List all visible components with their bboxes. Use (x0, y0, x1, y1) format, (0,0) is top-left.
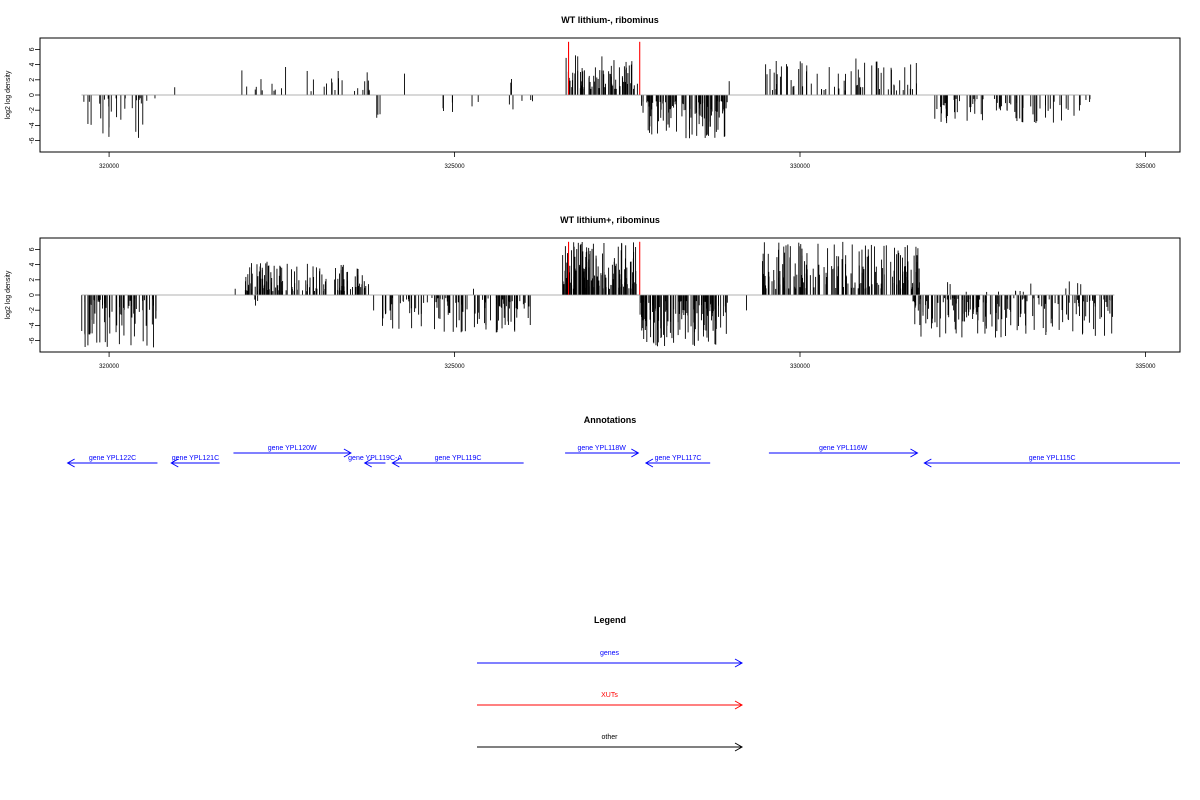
gene-label: gene YPL121C (172, 455, 219, 462)
track-panel-lithium-minus: WT lithium-, ribominus log2 log density … (5, 15, 1181, 170)
y-tick-label: 4 (29, 263, 36, 267)
y-tick-label: 2 (29, 78, 36, 82)
gene-arrow: gene YPL116W (768, 445, 919, 458)
legend-title: Legend (594, 615, 626, 625)
annotations-panel: Annotations gene YPL122C gene YPL121Cgene… (66, 415, 1180, 468)
legend-label: XUTs (601, 692, 618, 699)
y-axis-label: log2 log density (5, 70, 12, 119)
gene-label: gene YPL119C (435, 455, 482, 462)
y-axis: 6 4 2 0 -2 -4 -6 (29, 47, 41, 144)
x-tick-label: 335000 (1135, 164, 1156, 170)
legend-arrow-head (734, 700, 744, 710)
gene-arrow-head (66, 458, 75, 468)
gene-arrow-head (910, 448, 919, 458)
legend-arrow-head (734, 742, 744, 752)
legend-items: genes XUTs other (477, 650, 744, 752)
legend-item: XUTs (477, 692, 744, 710)
panel-title: WT lithium+, ribominus (560, 215, 660, 225)
gene-arrow: gene YPL119C (391, 455, 524, 468)
gene-label: gene YPL115C (1029, 455, 1076, 462)
y-tick-label: -6 (29, 337, 36, 343)
x-tick-label: 325000 (445, 164, 466, 170)
gene-arrow: gene YPL117C (644, 455, 711, 468)
legend-label: genes (600, 650, 620, 657)
panel-title: WT lithium-, ribominus (561, 15, 659, 25)
x-axis: 320000 325000 330000 335000 (99, 351, 1156, 370)
gene-label: gene YPL118W (578, 445, 627, 452)
gene-arrow: gene YPL119C-A (348, 455, 402, 468)
gene-label: gene YPL122C (89, 455, 136, 462)
track-panel-lithium-plus: WT lithium+, ribominus log2 log density … (5, 215, 1181, 370)
gene-arrow: gene YPL115C (923, 455, 1180, 468)
x-axis: 320000 325000 330000 335000 (99, 151, 1156, 170)
gene-arrow-head (363, 458, 372, 468)
y-tick-label: -4 (29, 322, 36, 328)
gene-label: gene YPL117C (655, 455, 702, 462)
x-tick-label: 320000 (99, 364, 120, 370)
gene-arrow-head (391, 458, 400, 468)
x-tick-label: 330000 (790, 364, 811, 370)
legend-item: other (477, 734, 744, 752)
gene-label: gene YPL116W (819, 445, 868, 452)
y-axis: 6 4 2 0 -2 -4 -6 (29, 247, 41, 344)
legend-label: other (602, 734, 619, 741)
gene-arrow-head (644, 458, 654, 468)
gene-arrow: gene YPL118W (565, 445, 640, 458)
x-tick-label: 330000 (790, 164, 811, 170)
gene-arrow: gene YPL122C (66, 455, 158, 468)
bar-series (81, 241, 1113, 348)
y-tick-label: 6 (29, 247, 36, 251)
legend-arrow-head (734, 658, 744, 668)
legend: Legend genes XUTs other (477, 615, 744, 752)
bar-series (83, 41, 1091, 139)
x-tick-label: 320000 (99, 164, 120, 170)
gene-label: gene YPL119C-A (348, 455, 402, 462)
y-tick-label: -6 (29, 137, 36, 143)
y-tick-label: 0 (29, 93, 36, 97)
gene-arrow: gene YPL120W (233, 445, 352, 458)
y-axis-label: log2 log density (5, 270, 12, 319)
y-tick-label: 4 (29, 63, 36, 67)
y-tick-label: -2 (29, 307, 36, 313)
y-tick-label: -2 (29, 107, 36, 113)
y-tick-label: 0 (29, 293, 36, 297)
y-tick-label: 6 (29, 47, 36, 51)
gene-label: gene YPL120W (268, 445, 317, 452)
gene-arrow-head (923, 458, 932, 468)
gene-arrow-head (631, 448, 640, 458)
legend-item: genes (477, 650, 744, 668)
x-tick-label: 335000 (1135, 364, 1156, 370)
gene-arrow: gene YPL121C (170, 455, 220, 468)
gene-arrow-head (170, 458, 179, 468)
gene-arrows: gene YPL122C gene YPL121C gene YPL120W gene… (66, 445, 1180, 468)
annotations-title: Annotations (584, 415, 637, 425)
gene-arrow-head (343, 448, 352, 458)
y-tick-label: 2 (29, 278, 36, 282)
x-tick-label: 325000 (445, 364, 466, 370)
y-tick-label: -4 (29, 122, 36, 128)
